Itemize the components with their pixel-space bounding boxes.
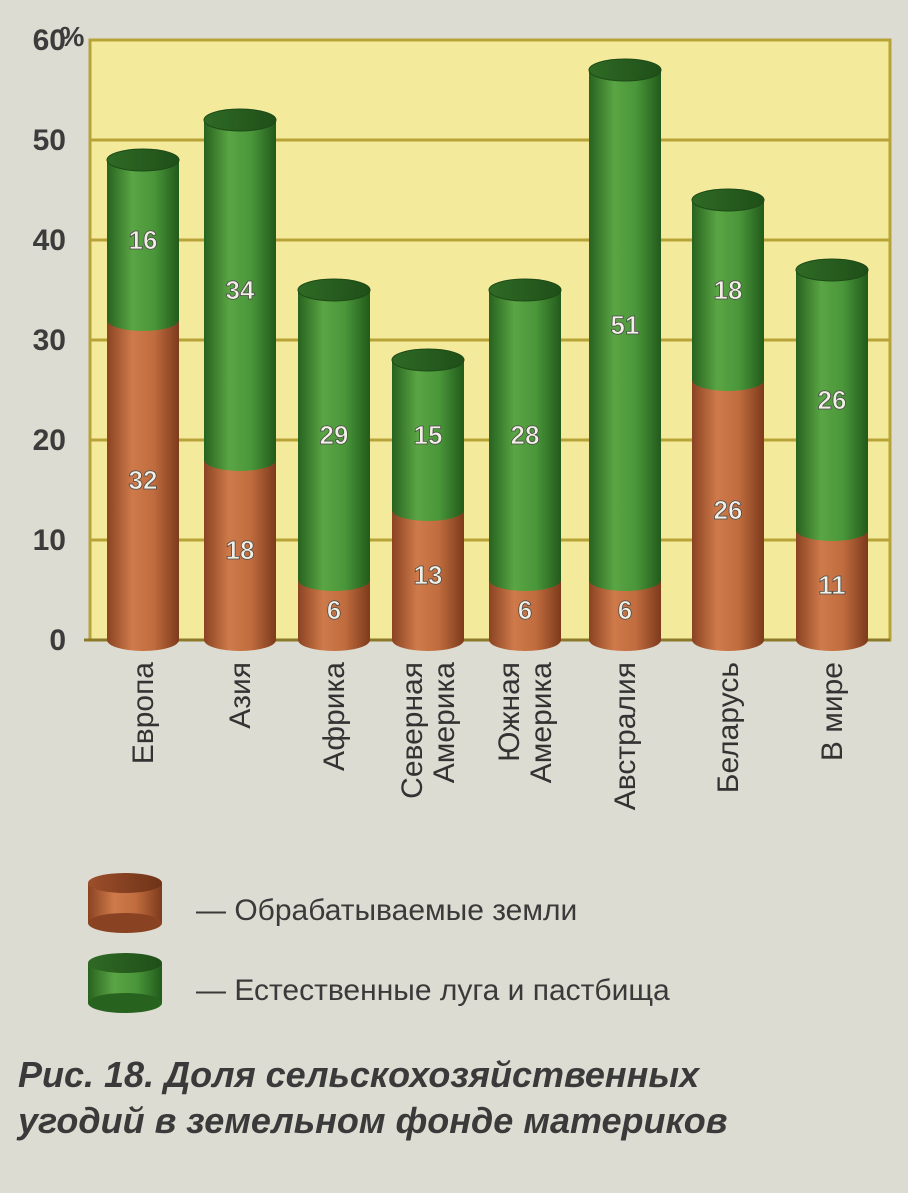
- bar-meadows: [589, 70, 661, 580]
- x-tick-label-line: Северная: [396, 662, 429, 799]
- x-tick-label: Азия: [224, 662, 257, 729]
- bar-cultivated: [204, 460, 276, 640]
- bar-cultivated: [107, 320, 179, 640]
- bar-meadows-bottom: [489, 569, 561, 591]
- bar-meadows: [489, 290, 561, 580]
- x-tick-label: Африка: [318, 662, 351, 771]
- bar-cultivated-bottom: [204, 629, 276, 651]
- x-tick-label: Беларусь: [712, 662, 745, 793]
- data-label-meadows: 34: [226, 275, 255, 305]
- bar-top-cap: [691, 188, 765, 212]
- legend: — Обрабатываемые земли — Естественные лу…: [88, 873, 670, 1013]
- bar-cultivated-bottom: [107, 629, 179, 651]
- bar-meadows: [796, 270, 868, 530]
- data-label-meadows: 26: [818, 385, 847, 415]
- data-label-cultivated: 6: [618, 595, 632, 625]
- bar-top-cap: [795, 258, 869, 282]
- bar-meadows: [298, 290, 370, 580]
- data-label-cultivated: 26: [714, 495, 743, 525]
- bar-meadows: [392, 360, 464, 510]
- bar-meadows-bottom: [107, 309, 179, 331]
- bar-group: 26 18: [691, 188, 765, 651]
- data-label-meadows: 29: [320, 420, 349, 450]
- data-label-meadows: 15: [414, 420, 443, 450]
- data-label-cultivated: 32: [129, 465, 158, 495]
- bar-meadows: [204, 120, 276, 460]
- bar-cultivated-bottom: [796, 629, 868, 651]
- data-label-cultivated: 6: [327, 595, 341, 625]
- x-tick-label-line: Южная: [493, 662, 526, 762]
- bar-meadows: [107, 160, 179, 320]
- bar-cultivated-bottom: [692, 629, 764, 651]
- y-tick-label: 10: [33, 524, 66, 557]
- bar-top-cap: [297, 278, 371, 302]
- y-tick-label: 30: [33, 324, 66, 357]
- x-tick-label-line: Америка: [428, 662, 461, 784]
- y-tick-label: 60: [33, 24, 66, 57]
- x-tick-label-line: Беларусь: [712, 662, 745, 793]
- bar-meadows: [692, 200, 764, 380]
- bar-top-cap: [588, 58, 662, 82]
- figure-caption: Рис. 18. Доля сельскохозяйственных угоди…: [18, 1052, 898, 1144]
- x-tick-label: Австралия: [609, 662, 642, 810]
- bar-group: 13 15: [391, 348, 465, 651]
- bar-group: 11 26: [795, 258, 869, 651]
- bar-group: 6 29: [297, 278, 371, 651]
- caption-line-2: угодий в земельном фонде материков: [18, 1100, 728, 1141]
- x-tick-label: Южная Америка: [493, 662, 558, 784]
- bar-top-cap: [391, 348, 465, 372]
- y-axis-ticks: 0 10 20 30 40 50 60: [33, 24, 66, 657]
- bar-top-cap: [203, 108, 277, 132]
- data-label-meadows: 16: [129, 225, 158, 255]
- caption-line-1: Рис. 18. Доля сельскохозяйственных: [18, 1054, 700, 1095]
- y-tick-label: 0: [49, 624, 66, 657]
- bar-group: 6 28: [488, 278, 562, 651]
- x-tick-label-line: Австралия: [609, 662, 642, 810]
- bar-meadows-bottom: [796, 519, 868, 541]
- data-label-cultivated: 13: [414, 560, 443, 590]
- data-label-meadows: 51: [611, 310, 640, 340]
- data-label-meadows: 28: [511, 420, 540, 450]
- x-tick-label: В мире: [816, 662, 849, 761]
- data-label-meadows: 18: [714, 275, 743, 305]
- y-tick-label: 50: [33, 124, 66, 157]
- legend-label-cultivated: — Обрабатываемые земли: [196, 894, 577, 927]
- bar-meadows-bottom: [298, 569, 370, 591]
- data-label-cultivated: 6: [518, 595, 532, 625]
- y-tick-label: 40: [33, 224, 66, 257]
- bar-meadows-bottom: [204, 449, 276, 471]
- bar-cultivated-bottom: [589, 629, 661, 651]
- legend-swatch-cultivated: [88, 873, 162, 933]
- bar-group: 6 51: [588, 58, 662, 651]
- x-tick-label-line: Африка: [318, 662, 351, 771]
- y-unit-label: %: [60, 21, 85, 52]
- bar-cultivated: [796, 530, 868, 640]
- data-label-cultivated: 18: [226, 535, 255, 565]
- bar-cultivated-bottom: [298, 629, 370, 651]
- bar-top-cap: [106, 148, 180, 172]
- y-tick-label: 20: [33, 424, 66, 457]
- bar-group: 32 16: [106, 148, 180, 651]
- x-tick-label-line: Америка: [525, 662, 558, 784]
- bar-meadows-bottom: [589, 569, 661, 591]
- data-label-cultivated: 11: [818, 570, 846, 600]
- bar-cultivated-bottom: [392, 629, 464, 651]
- x-axis-labels: Европа Азия Африка Северная Америка Южная Амер…: [127, 662, 849, 811]
- bar-meadows-bottom: [692, 369, 764, 391]
- x-tick-label: Европа: [127, 662, 160, 765]
- bar-cultivated-bottom: [489, 629, 561, 651]
- x-tick-label-line: В мире: [816, 662, 849, 761]
- x-tick-label: Северная Америка: [396, 662, 461, 799]
- legend-swatch-meadows: [88, 953, 162, 1013]
- bar-cultivated: [392, 510, 464, 640]
- bar-cultivated: [692, 380, 764, 640]
- x-tick-label-line: Европа: [127, 662, 160, 765]
- x-tick-label-line: Азия: [224, 662, 257, 729]
- bar-top-cap: [488, 278, 562, 302]
- bar-meadows-bottom: [392, 499, 464, 521]
- legend-label-meadows: — Естественные луга и пастбища: [196, 974, 670, 1007]
